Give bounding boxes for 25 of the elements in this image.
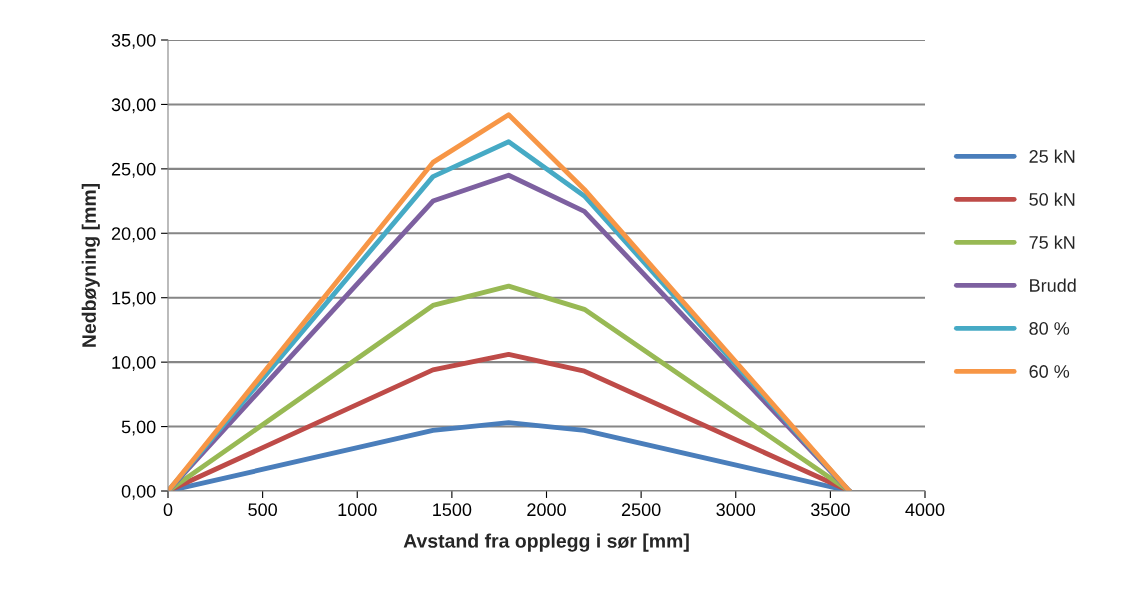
legend-label: 50 kN bbox=[1029, 192, 1075, 206]
legend-label: Brudd bbox=[1030, 278, 1076, 292]
x-tick-label: 3500 bbox=[810, 503, 850, 517]
y-tick-label: 10,00 bbox=[112, 356, 156, 371]
x-tick-label: 2000 bbox=[527, 503, 566, 517]
legend-label: 25 kN bbox=[1029, 149, 1075, 163]
x-tick-label: 2500 bbox=[621, 503, 661, 517]
legend-label: 75 kN bbox=[1029, 235, 1075, 249]
legend-label: 60 % bbox=[1029, 365, 1070, 378]
y-tick-label: 25,00 bbox=[111, 162, 156, 178]
x-axis-title: Avstand fra opplegg i sør [mm] bbox=[403, 533, 689, 552]
x-tick-label: 1000 bbox=[338, 503, 377, 517]
y-tick-label: 0,00 bbox=[121, 484, 156, 500]
x-tick-label: 500 bbox=[248, 503, 277, 517]
legend-label: 80 % bbox=[1029, 322, 1070, 335]
y-tick-label: 30,00 bbox=[111, 98, 156, 114]
y-tick-label: 5,00 bbox=[121, 420, 156, 436]
x-tick-label: 4000 bbox=[905, 503, 945, 517]
y-tick-label: 35,00 bbox=[111, 33, 156, 49]
x-tick-label: 1500 bbox=[433, 503, 472, 517]
y-tick-label: 20,00 bbox=[111, 227, 156, 243]
y-tick-label: 15,00 bbox=[112, 291, 156, 307]
x-tick-label: 3000 bbox=[716, 503, 756, 517]
x-tick-label: 0 bbox=[163, 503, 173, 517]
y-axis-title: Nedbøyning [mm] bbox=[81, 183, 100, 347]
